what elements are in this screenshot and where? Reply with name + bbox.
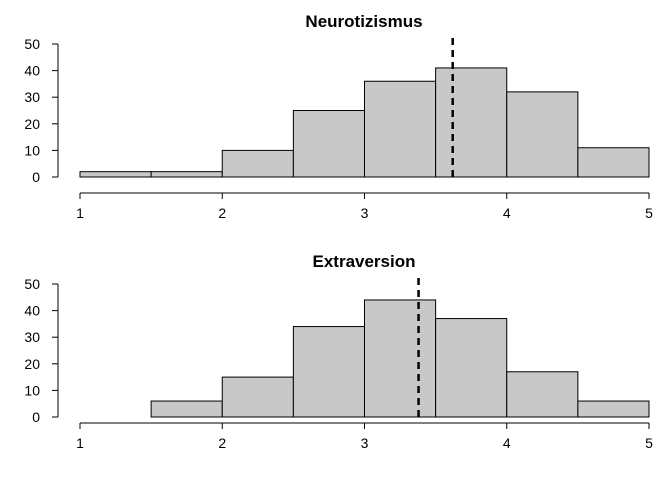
extraversion-bar-1 (150, 400, 223, 418)
extraversion-x-tick-label-2: 3 (361, 435, 369, 451)
neurotizismus-bar-4 (364, 80, 437, 178)
neurotizismus-x-axis: 1 2 3 4 5 (76, 192, 653, 221)
extraversion-bar-2 (221, 376, 294, 418)
neurotizismus-y-tick-label-4: 40 (24, 63, 40, 79)
extraversion-bars (150, 299, 650, 418)
extraversion-x-tick-label-1: 2 (218, 435, 226, 451)
extraversion-bar-6 (506, 371, 579, 418)
neurotizismus-x-tick-label-3: 4 (503, 205, 511, 221)
extraversion-x-tick-label-3: 4 (503, 435, 511, 451)
extraversion-y-tick-label-1: 10 (24, 382, 40, 398)
extraversion-title: Extraversion (313, 252, 416, 271)
extraversion-y-tick-label-2: 20 (24, 356, 40, 372)
extraversion-y-tick-label-3: 30 (24, 329, 40, 345)
extraversion-x-axis: 1 2 3 4 5 (76, 422, 653, 451)
neurotizismus-y-tick-label-1: 10 (24, 142, 40, 158)
neurotizismus-x-tick-label-2: 3 (361, 205, 369, 221)
extraversion-bar-3 (292, 326, 365, 418)
extraversion-y-tick-label-0: 0 (32, 409, 40, 425)
neurotizismus-y-tick-label-0: 0 (32, 169, 40, 185)
neurotizismus-y-axis: 0 10 20 30 40 50 (24, 36, 59, 185)
extraversion-x-tick-label-4: 5 (645, 435, 653, 451)
neurotizismus-bar-0 (79, 171, 152, 178)
neurotizismus-bar-1 (150, 171, 223, 178)
neurotizismus-bar-3 (292, 110, 365, 178)
neurotizismus-x-tick-label-4: 5 (645, 205, 653, 221)
extraversion-panel: Extraversion 0 10 20 30 40 50 1 2 3 4 5 (24, 252, 653, 451)
neurotizismus-x-tick-label-1: 2 (218, 205, 226, 221)
neurotizismus-y-tick-label-2: 20 (24, 116, 40, 132)
extraversion-y-axis: 0 10 20 30 40 50 (24, 276, 59, 425)
neurotizismus-x-tick-label-0: 1 (76, 205, 84, 221)
neurotizismus-panel: Neurotizismus 0 10 20 30 40 50 1 2 3 4 5 (24, 12, 653, 221)
extraversion-x-tick-label-0: 1 (76, 435, 84, 451)
neurotizismus-bar-7 (577, 147, 650, 178)
neurotizismus-title: Neurotizismus (305, 12, 422, 31)
neurotizismus-bars (79, 67, 650, 178)
extraversion-y-tick-label-4: 40 (24, 303, 40, 319)
neurotizismus-y-tick-label-3: 30 (24, 89, 40, 105)
neurotizismus-y-tick-label-5: 50 (24, 36, 40, 52)
neurotizismus-bar-6 (506, 91, 579, 178)
neurotizismus-bar-2 (221, 149, 294, 178)
extraversion-bar-4 (364, 299, 437, 418)
extraversion-bar-5 (435, 318, 508, 418)
extraversion-bar-7 (577, 400, 650, 418)
extraversion-y-tick-label-5: 50 (24, 276, 40, 292)
neurotizismus-bar-5 (435, 67, 508, 178)
